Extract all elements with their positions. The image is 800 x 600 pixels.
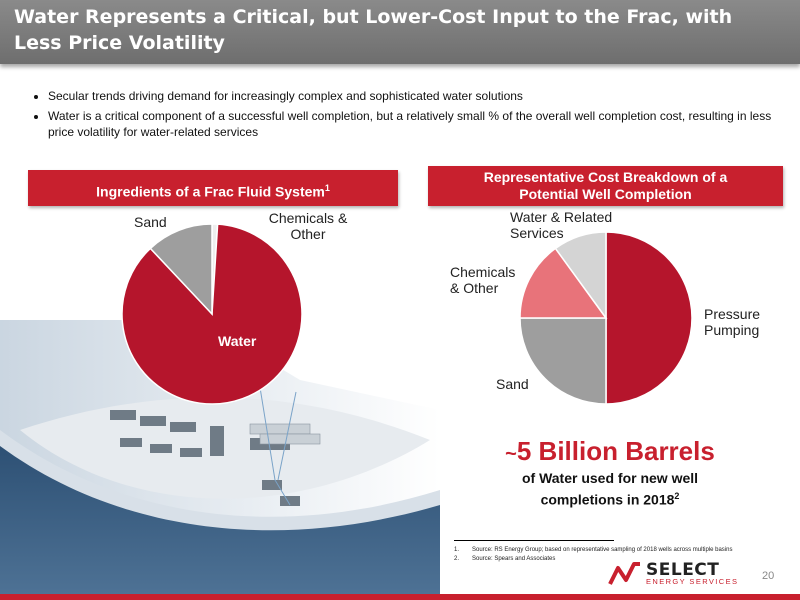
water-volume-caption: of Water used for new well completions i… xyxy=(470,469,750,509)
pie-label-sand-cost: Sand xyxy=(496,376,529,392)
pie-label-pressure-pumping: Pressure Pumping xyxy=(704,306,760,338)
footnote-number: 2. xyxy=(454,556,460,562)
water-volume-caption-line1: of Water used for new well xyxy=(521,470,699,486)
select-energy-logo: SELECT ENERGY SERVICES xyxy=(608,560,748,588)
pie-label-water-services-line2: Services xyxy=(510,225,564,241)
footnote-text: Source: RS Energy Group; based on repres… xyxy=(472,547,733,553)
bottom-rule xyxy=(0,594,800,600)
cost-breakdown-header-line1: Representative Cost Breakdown of a xyxy=(483,169,728,185)
approx-symbol: ~ xyxy=(505,443,517,465)
page-number: 20 xyxy=(762,570,775,582)
frac-fluid-header: Ingredients of a Frac Fluid System1 xyxy=(28,170,398,206)
water-volume-stat: ~5 Billion Barrels xyxy=(440,436,780,467)
cost-breakdown-header: Representative Cost Breakdown of a Poten… xyxy=(428,166,783,206)
cost-breakdown-header-line2: Potential Well Completion xyxy=(519,186,692,202)
bullet-list: Secular trends driving demand for increa… xyxy=(30,88,793,144)
footnote-number: 1. xyxy=(454,547,460,553)
footnote-text: Source: Spears and Associates xyxy=(472,556,556,562)
frac-fluid-pie-chart xyxy=(121,223,303,405)
footnotes: 1. Source: RS Energy Group; based on repr… xyxy=(454,546,732,564)
pie-slice-sand xyxy=(149,223,213,316)
pie-label-chemicals-other-line1: Chemicals xyxy=(450,264,516,280)
footnote-item: 1. Source: RS Energy Group; based on repr… xyxy=(454,546,732,555)
pie-slice-chemicals-other xyxy=(519,247,608,319)
frac-fluid-header-text: Ingredients of a Frac Fluid System xyxy=(96,183,325,200)
pie-label-chemicals: Chemicals & Other xyxy=(262,210,354,242)
pie-label-chemicals-line2: Other xyxy=(290,226,326,242)
footnote-ref: 1 xyxy=(324,183,330,193)
pie-label-chemicals-other-line2: & Other xyxy=(450,280,499,296)
pie-label-pressure-pumping-line1: Pressure xyxy=(704,306,761,322)
pie-slice-sand xyxy=(519,317,607,405)
logo-mark-icon xyxy=(608,562,640,585)
pie-slice-pressure-pumping xyxy=(605,231,693,405)
frac-site-illustration xyxy=(0,320,440,600)
bullet-item: Secular trends driving demand for increa… xyxy=(48,88,793,104)
bullet-item: Water is a critical component of a succe… xyxy=(48,108,793,140)
water-volume-caption-line2: completions in 2018 xyxy=(540,491,675,508)
pie-label-water-services-line1: Water & Related xyxy=(510,209,613,225)
footnote-item: 2. Source: Spears and Associates xyxy=(454,555,732,564)
slide-title: Water Represents a Critical, but Lower-C… xyxy=(14,6,733,54)
pie-label-water-services: Water & Related Services xyxy=(510,209,612,241)
footnote-ref: 2 xyxy=(674,491,680,501)
logo-name: SELECT xyxy=(646,560,720,580)
pie-label-chemicals-line1: Chemicals & xyxy=(268,210,348,226)
title-bar: Water Represents a Critical, but Lower-C… xyxy=(0,0,800,64)
callout-line xyxy=(277,391,297,481)
footnote-divider xyxy=(454,540,614,541)
pie-label-water: Water xyxy=(218,333,257,349)
pie-slice-water-related-services xyxy=(554,231,607,321)
cost-breakdown-pie-chart xyxy=(519,231,693,405)
pie-label-chemicals-other: Chemicals & Other xyxy=(450,264,515,296)
pie-label-sand: Sand xyxy=(134,214,167,230)
pie-label-pressure-pumping-line2: Pumping xyxy=(704,322,760,338)
logo-tagline: ENERGY SERVICES xyxy=(646,577,739,586)
water-volume-headline: 5 Billion Barrels xyxy=(516,436,715,466)
